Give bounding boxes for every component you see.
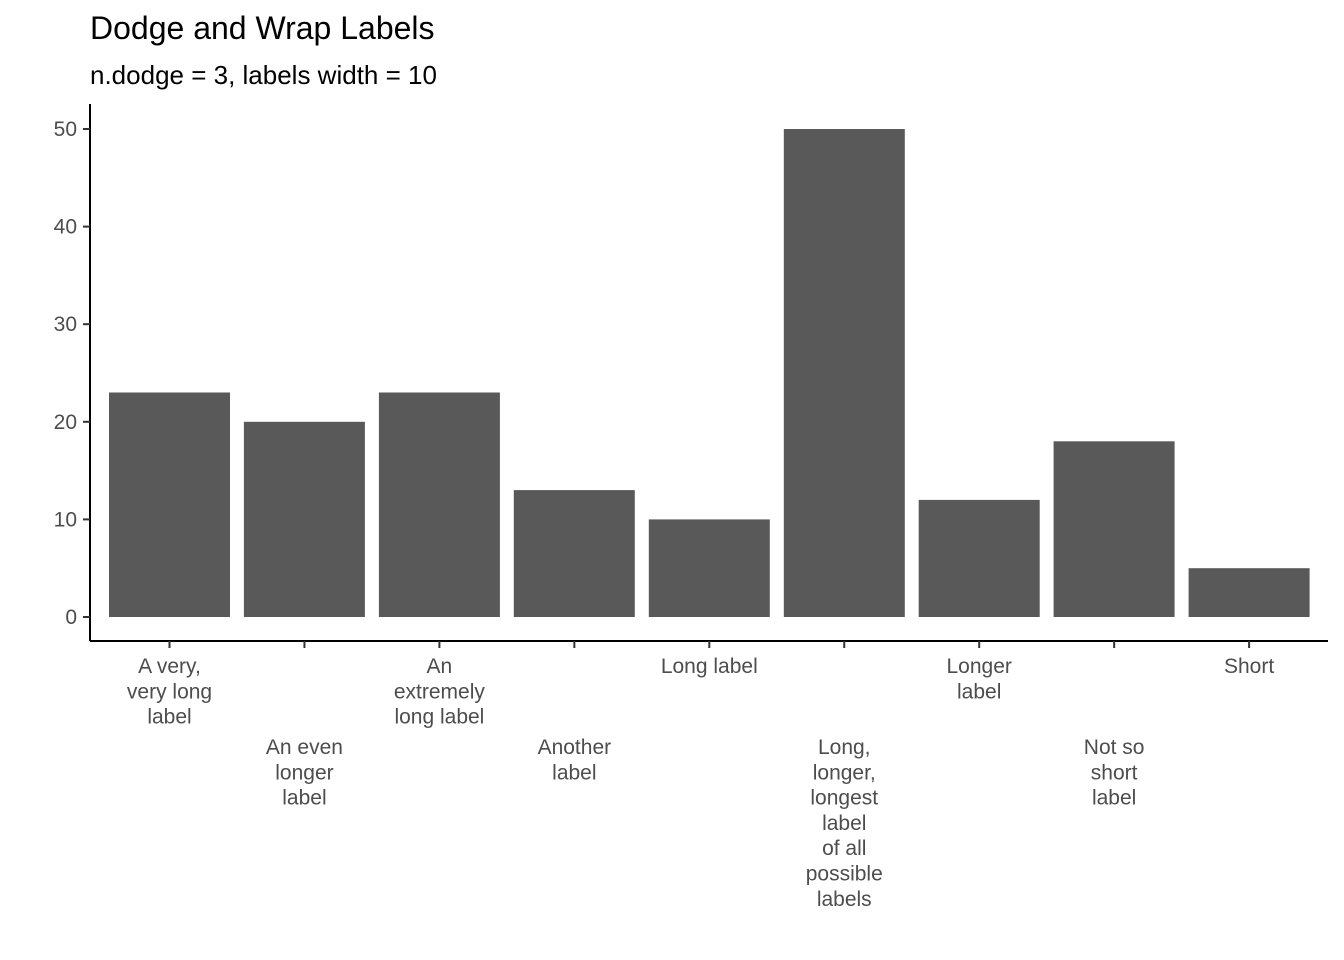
bar-4 <box>648 519 770 617</box>
bar-6 <box>918 499 1040 617</box>
x-axis: A very, very long label An even longer label A… <box>90 640 1328 911</box>
y-tick-label-5: 50 <box>54 118 77 141</box>
bar-1 <box>243 421 365 617</box>
bar-2 <box>378 392 500 617</box>
x-tick-label-8: Short <box>1224 655 1274 678</box>
bar-8 <box>1188 568 1310 617</box>
y-tick-label-1: 10 <box>54 508 77 531</box>
y-tick-label-2: 20 <box>54 411 77 434</box>
bar-0 <box>109 392 230 617</box>
bar-7 <box>1053 441 1175 617</box>
bar-5 <box>783 129 905 617</box>
x-tick-label-1: An even longer label <box>266 736 343 810</box>
x-tick-label-3: Another label <box>538 736 612 784</box>
x-tick-label-7: Not so short label <box>1084 736 1145 810</box>
bars-group <box>109 129 1310 617</box>
bar-3 <box>513 490 635 617</box>
chart-title: Dodge and Wrap Labels <box>90 10 435 46</box>
x-tick-label-6: Longer label <box>947 655 1012 703</box>
y-tick-label-3: 30 <box>54 313 77 336</box>
x-tick-label-5: Long, longer, longest label of all possible la… <box>806 736 883 911</box>
y-tick-label-4: 40 <box>54 216 77 239</box>
x-tick-label-4: Long label <box>661 655 758 678</box>
y-axis: 0 10 20 30 40 50 <box>54 104 91 641</box>
x-tick-label-0: A very, very long label <box>127 655 212 729</box>
y-tick-label-0: 0 <box>65 606 77 629</box>
x-tick-label-2: An extremely long label <box>394 655 486 729</box>
chart-subtitle: n.dodge = 3, labels width = 10 <box>90 60 437 90</box>
